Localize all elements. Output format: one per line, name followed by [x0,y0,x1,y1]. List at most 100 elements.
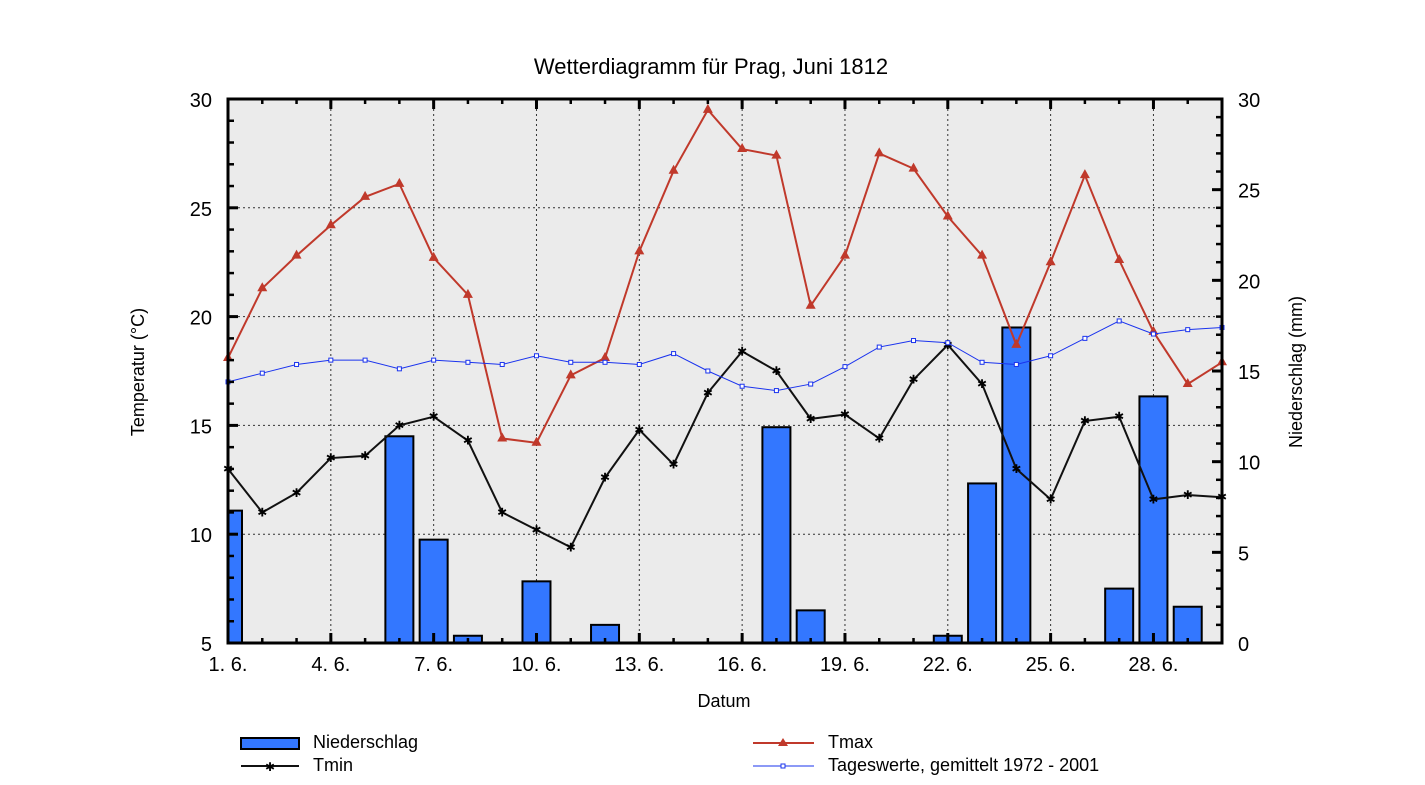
precipitation-bar [384,435,415,644]
tmin-point: ✱ [771,364,781,378]
avg-point [945,340,951,346]
y-left-tick-label: 15 [190,416,212,438]
tmax-point [977,249,988,259]
y-left-tick-label: 20 [190,308,212,330]
x-tick-label: 28. 6. [1128,654,1178,676]
precipitation-bar [521,580,552,645]
tmin-point: ✱ [634,423,644,437]
legend: Niederschlag ✱ Tmin Tmax Tageswerte, gem… [240,732,1099,775]
precipitation-bar [967,482,998,644]
avg-point [259,370,265,376]
x-tick-label: 19. 6. [820,654,870,676]
y-right-tick-label: 20 [1238,271,1260,293]
tmin-point: ✱ [806,412,816,426]
temperature-lines: ✱✱✱✱✱✱✱✱✱✱✱✱✱✱✱✱✱✱✱✱✱✱✱✱✱✱✱✱✱✱ [223,103,1227,554]
y-left-tick-label: 5 [201,634,212,656]
tmax-point [1045,256,1056,266]
avg-point [911,338,917,344]
legend-label-tmin: Tmin [313,755,353,775]
legend-label-avg: Tageswerte, gemittelt 1972 - 2001 [828,755,1099,775]
tmax-point [771,149,782,159]
legend-marker-tmin: ✱ [265,760,275,774]
avg-point [328,357,334,363]
chart-title: Wetterdiagramm für Prag, Juni 1812 [534,54,888,79]
y-right-tick-label: 25 [1238,181,1260,203]
precipitation-bar [1172,605,1203,645]
avg-point [1082,335,1088,341]
avg-point [739,383,745,389]
x-tick-label: 1. 6. [209,654,248,676]
y-left-tick-label: 10 [190,525,212,547]
tmax-point [908,162,919,172]
tmin-point: ✱ [1148,492,1158,506]
tmin-point: ✱ [737,344,747,358]
tmax-point [394,177,405,187]
tmin-point: ✱ [1114,410,1124,424]
y-right-tick-label: 5 [1238,543,1249,565]
avg-point [1116,318,1122,324]
precipitation-bar [1001,326,1032,644]
tmax-point [428,251,439,261]
legend-label-tmax: Tmax [828,732,873,752]
tmax-point [531,436,542,446]
tmin-point: ✱ [292,486,302,500]
series-line-tmin [227,343,1223,549]
precipitation-bar [1138,395,1169,644]
tmin-point: ✱ [977,377,987,391]
tmax-point [1011,338,1022,348]
avg-point [773,388,779,394]
tmin-point: ✱ [257,505,267,519]
legend-marker-avg [780,763,786,769]
avg-point [362,357,368,363]
tmin-point: ✱ [840,408,850,422]
avg-point [1048,353,1054,359]
x-tick-label: 16. 6. [717,654,767,676]
avg-point [636,361,642,367]
tmax-point [565,369,576,379]
tmax-point [874,147,885,157]
tmin-point: ✱ [908,373,918,387]
avg-point [294,361,300,367]
tmin-point: ✱ [531,523,541,537]
x-tick-label: 10. 6. [511,654,561,676]
precipitation-bar [418,538,449,645]
tmin-point: ✱ [703,386,713,400]
avg-point [602,359,608,365]
y-axis-left-label: Temperatur (°C) [128,308,148,436]
avg-point [533,353,539,359]
tmax-point [257,282,268,292]
tmin-point: ✱ [497,505,507,519]
avg-point [465,359,471,365]
legend-marker-tmax [778,738,788,746]
avg-point [876,344,882,350]
tmax-point [600,351,611,361]
tmax-point [942,210,953,220]
tmin-point: ✱ [669,458,679,472]
x-tick-label: 4. 6. [311,654,350,676]
y-right-tick-label: 30 [1238,90,1260,112]
tmin-point: ✱ [1183,488,1193,502]
tmax-point [839,249,850,259]
tmin-point: ✱ [360,449,370,463]
avg-point [671,351,677,357]
tmax-point [325,219,336,229]
x-tick-label: 25. 6. [1026,654,1076,676]
tmax-point [360,190,371,200]
avg-point [568,359,574,365]
tmax-point [668,164,679,174]
avg-point [431,357,437,363]
avg-point [808,381,814,387]
x-tick-label: 22. 6. [923,654,973,676]
avg-point [1150,331,1156,337]
tmax-point [291,249,302,259]
tmax-point [737,143,748,153]
tmin-point: ✱ [463,434,473,448]
tmax-point [462,288,473,298]
tmax-point [1114,254,1125,264]
avg-point [396,366,402,372]
avg-point [842,364,848,370]
tmin-point: ✱ [326,451,336,465]
y-left-tick-label: 25 [190,199,212,221]
tmax-point [702,103,713,113]
